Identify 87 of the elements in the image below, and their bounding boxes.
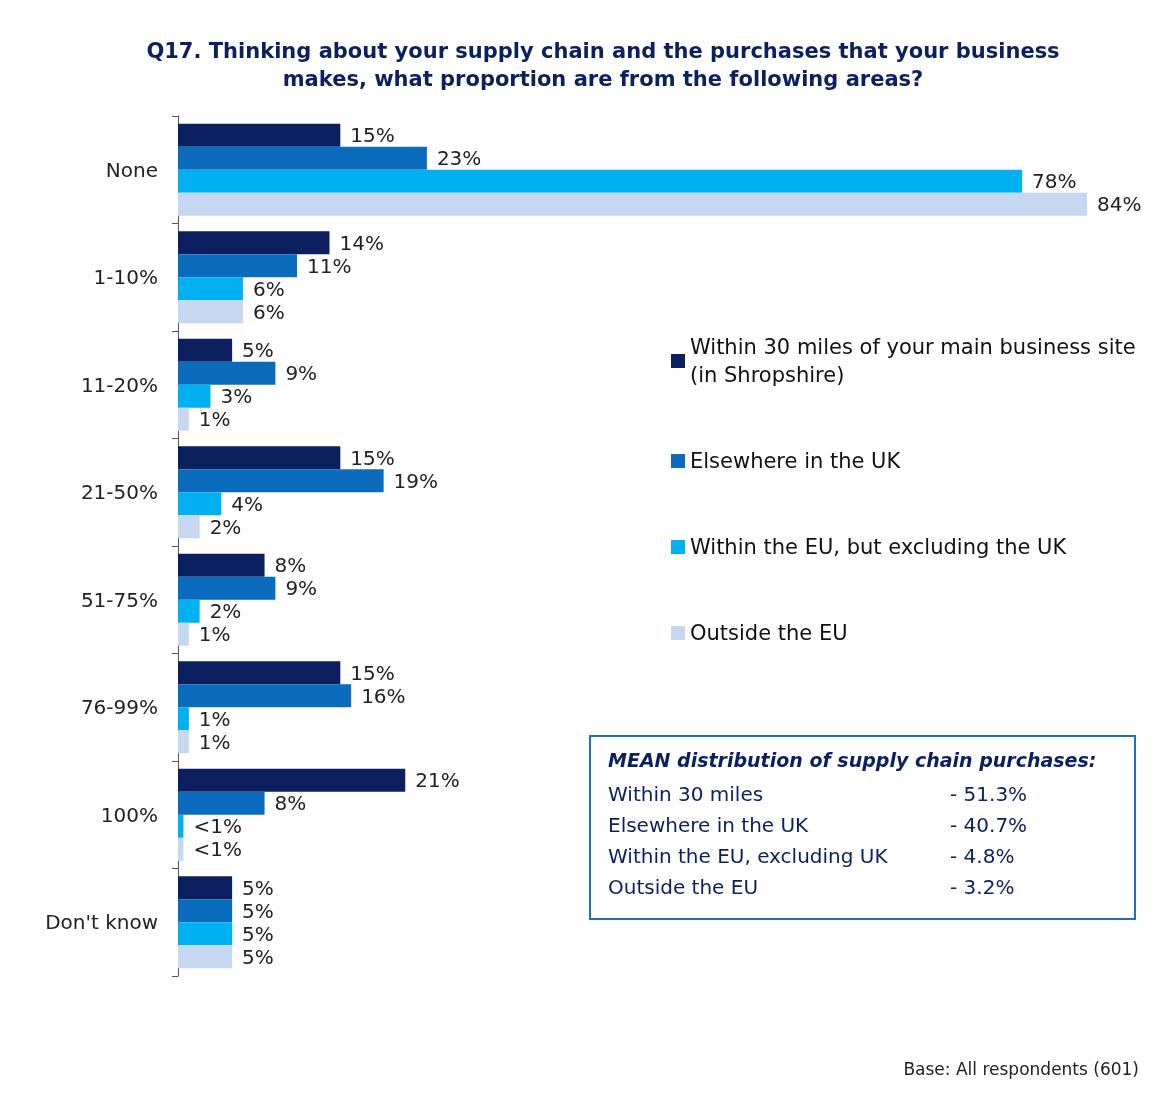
bar <box>178 515 200 539</box>
bar <box>178 146 427 170</box>
data-label: 6% <box>252 299 285 324</box>
bar <box>178 338 233 362</box>
bar <box>178 123 341 147</box>
bar <box>178 576 276 600</box>
data-label: 23% <box>436 146 482 171</box>
legend-label: Within 30 miles of your main business site (in Shropshire) <box>690 335 1143 387</box>
data-label: 5% <box>242 921 274 946</box>
data-label: <1% <box>193 837 242 862</box>
annotation: Outside the EU <box>608 875 759 899</box>
annotation: Within 30 miles <box>608 782 764 806</box>
data-label: 15% <box>350 660 395 685</box>
bar <box>178 791 265 815</box>
bar <box>178 300 243 324</box>
data-label: 11% <box>307 253 352 278</box>
bar <box>178 492 222 516</box>
data-label: 8% <box>274 791 307 816</box>
bar <box>178 622 189 646</box>
annotation: - 3.2% <box>950 875 1015 899</box>
y-tick-label: 21-50% <box>80 480 158 505</box>
annotation: Elsewhere in the UK <box>608 813 810 837</box>
bar <box>178 469 384 493</box>
annotation: - 40.7% <box>950 813 1028 837</box>
bar <box>178 407 189 431</box>
bar <box>178 899 233 923</box>
data-label: 19% <box>393 468 439 493</box>
bar <box>178 446 341 470</box>
bar <box>178 277 243 301</box>
legend-label: Outside the EU <box>690 621 848 645</box>
data-label: 5% <box>242 944 274 969</box>
y-tick-label: 11-20% <box>80 372 158 397</box>
data-label: 15% <box>350 445 395 470</box>
data-label: 1% <box>198 622 231 647</box>
bar <box>178 254 298 278</box>
data-label: 2% <box>209 514 242 539</box>
data-label: <1% <box>193 814 242 839</box>
bar <box>178 837 184 861</box>
data-label: 3% <box>220 384 253 409</box>
y-tick-label: Don't know <box>45 910 158 935</box>
bar <box>178 945 233 969</box>
data-label: 5% <box>242 338 274 363</box>
bar <box>178 730 189 754</box>
chart-title: Q17. Thinking about your supply chain and the purchases that your business makes, what proportion are from the following areas? <box>146 39 1060 91</box>
bar <box>178 384 211 408</box>
bar <box>178 768 406 792</box>
data-label: 14% <box>339 230 384 255</box>
bar <box>178 553 265 577</box>
data-label: 15% <box>350 123 395 148</box>
data-label: 4% <box>231 491 264 516</box>
bar <box>178 814 184 838</box>
legend-label: Elsewhere in the UK <box>690 449 902 473</box>
data-label: 1% <box>198 729 231 754</box>
data-label: 5% <box>242 898 274 923</box>
bar <box>178 684 352 708</box>
bar <box>178 192 1087 216</box>
y-tick-label: None <box>105 157 158 182</box>
data-label: 78% <box>1032 169 1077 194</box>
text: Base: All respondents (601) <box>903 1058 1140 1079</box>
y-tick-label: 100% <box>100 802 158 827</box>
bar <box>178 922 233 946</box>
data-label: 1% <box>198 407 231 432</box>
annotation: - 4.8% <box>950 844 1015 868</box>
data-label: 1% <box>198 706 231 731</box>
data-label: 8% <box>274 553 307 578</box>
data-label: 5% <box>242 875 274 900</box>
bar <box>178 707 189 731</box>
bar <box>178 661 341 685</box>
annotation: Within the EU, excluding UK <box>608 844 889 868</box>
annotation: - 51.3% <box>950 782 1028 806</box>
y-tick-label: 51-75% <box>80 587 158 612</box>
data-label: 16% <box>361 683 406 708</box>
bar <box>178 361 276 385</box>
annotation: MEAN distribution of supply chain purchases: <box>608 748 1097 771</box>
bar <box>178 169 1023 193</box>
y-tick-label: 76-99% <box>80 695 158 720</box>
bar <box>178 876 233 900</box>
data-label: 21% <box>415 768 460 793</box>
legend-label: Within the EU, but excluding the UK <box>690 535 1068 559</box>
data-label: 84% <box>1097 192 1142 217</box>
data-label: 9% <box>285 576 318 601</box>
data-label: 2% <box>209 599 242 624</box>
bar <box>178 231 330 255</box>
data-label: 6% <box>252 276 285 301</box>
bar <box>178 599 200 623</box>
data-label: 9% <box>285 361 318 386</box>
y-tick-label: 1-10% <box>93 265 158 290</box>
